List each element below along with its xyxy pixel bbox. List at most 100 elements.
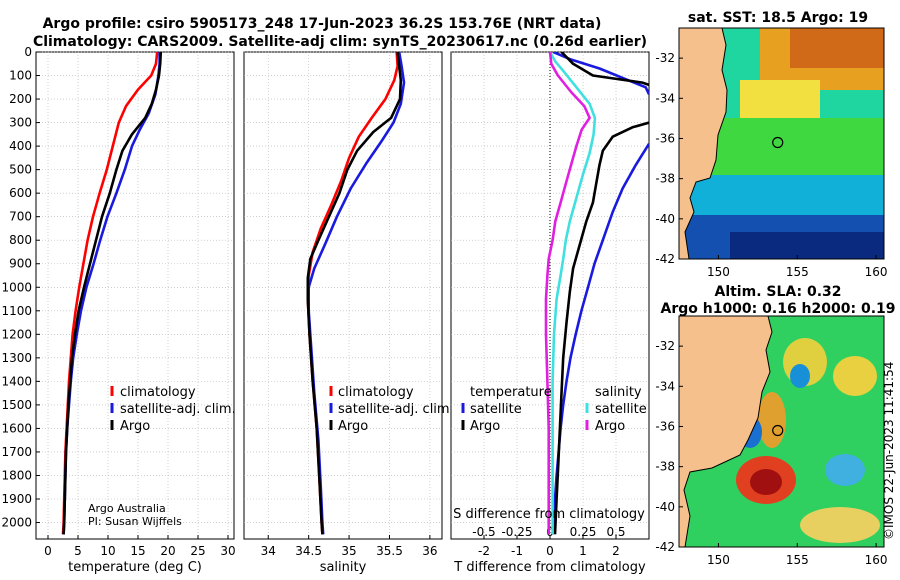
salinity-plot-area [243,51,443,540]
map-lat-label: -38 [655,460,675,474]
x-tick-label: 20 [160,544,175,558]
sst-map-frame [678,27,885,260]
map-lon-label: 160 [865,553,888,567]
series-line-argo [62,52,163,535]
legend-salinity-title: salinity [595,385,642,400]
legend-satellite: satellite-adj. clim. [120,402,236,417]
map-lat-label: -42 [655,540,675,554]
legend-argo: Argo [120,419,150,434]
depth-tick-label: 500 [9,163,32,177]
depth-tick-label: 800 [9,233,32,247]
series-line-temperature-argo [560,52,649,87]
sst-green-band [700,118,884,178]
map-lon-label: 150 [707,553,730,567]
depth-tick-label: 1400 [1,374,32,388]
sst-land [679,28,728,259]
s-diff-tick-label: 0.5 [606,525,625,539]
depth-tick-label: 700 [9,210,32,224]
depth-tick-label: 2000 [1,516,32,530]
difference-series [544,52,649,535]
legend-argo: Argo [338,419,368,434]
sst-map-ticks: 150 155 160 -32 -34 -36 -38 -40 -42 [655,51,887,279]
s-diff-tick-label: -0.5 [472,525,495,539]
x-tick-label: 34.5 [295,544,322,558]
sla-land [679,316,773,547]
s-diff-tick-label: 0.25 [570,525,597,539]
legend-temperature-title: temperature [470,385,552,400]
sst-cold-patch [730,232,884,259]
map-lat-label: -36 [655,131,675,145]
depth-tick-label: 400 [9,139,32,153]
temperature-plot-area [35,51,235,540]
sst-argo-marker [772,136,784,149]
difference-grid [451,51,649,539]
sla-field [679,316,884,547]
sla-blue-eddy [790,364,810,388]
salinity-x-label: salinity [320,560,367,575]
s-difference-x-label: S difference from climatology [453,507,645,522]
series-line-salinity-argo [544,52,591,535]
depth-tick-label: 300 [9,116,32,130]
depth-tick-labels: 0 100 200 300 400 500 600 700 800 900 1000 1100 1200… [1,45,40,530]
temperature-series [61,52,163,535]
map-lon-label: 155 [786,265,809,279]
map-lat-label: -42 [655,252,675,266]
map-lat-label: -32 [655,339,675,353]
temperature-x-label: temperature (deg C) [68,560,202,575]
sla-map-frame [678,315,885,548]
depth-tick-label: 1100 [1,304,32,318]
difference-panel: -2 -1 0 1 2 -0.5 -0.25 0 0.25 0.5 T difference f… [450,51,650,575]
depth-tick-label: 1700 [1,445,32,459]
figure-title-line2: Climatology: CARS2009. Satellite-adj cli… [33,34,647,50]
legend-s-argo: Argo [595,419,625,434]
s-diff-tick-label: -0.25 [501,525,532,539]
salinity-series [306,52,406,535]
sla-map-title: Altim. SLA: 0.32 [714,284,841,300]
x-tick-label: 30 [220,544,235,558]
x-tick-label: 15 [130,544,145,558]
x-tick-label: 35.5 [376,544,403,558]
x-tick-label: 5 [74,544,82,558]
imos-watermark: ©IMOS 22-Jun-2023 11:41:54 [882,362,896,540]
map-lat-label: -36 [655,419,675,433]
x-tick-label: -2 [478,544,490,558]
sst-yellow-patch [740,80,820,125]
x-tick-label: 0 [44,544,52,558]
figure-title-line1: Argo profile: csiro 5905173_248 17-Jun-2… [43,16,602,32]
depth-tick-label: 900 [9,257,32,271]
credit-line1: Argo Australia [88,502,166,515]
sst-map-title: sat. SST: 18.5 Argo: 19 [688,10,868,26]
depth-tick-label: 1300 [1,351,32,365]
depth-tick-label: 1800 [1,468,32,482]
sla-map-subtitle: Argo h1000: 0.16 h2000: 0.19 [660,301,895,317]
x-tick-label: 10 [100,544,115,558]
x-tick-label: 1 [579,544,587,558]
x-tick-label: 35 [341,544,356,558]
map-lat-label: -38 [655,172,675,186]
series-line-argo [306,52,403,535]
depth-tick-label: 1900 [1,492,32,506]
map-lon-label: 155 [786,553,809,567]
temperature-grid [36,51,234,539]
legend-satellite: satellite-adj. clim. [338,402,454,417]
map-lat-label: -40 [655,212,675,226]
x-tick-label: 36 [422,544,437,558]
sla-yellow-eddy-east [833,356,877,396]
series-line-temperature-argo-deep [553,121,649,535]
depth-tick-label: 100 [9,69,32,83]
sla-dark-red-core [750,469,782,495]
legend-s-satellite: satellite [595,402,647,417]
depth-tick-label: 1000 [1,280,32,294]
x-tick-label: 25 [190,544,205,558]
s-difference-x-ticks: -0.5 -0.25 0 0.25 0.5 [472,525,625,539]
legend-climatology: climatology [338,385,414,400]
difference-legend: temperature satellite Argo salinity sate… [461,385,647,434]
temperature-legend: climatology satellite-adj. clim. Argo [110,385,236,434]
depth-tick-label: 600 [9,186,32,200]
series-line-salinity-satellite [548,52,597,535]
sst-map: sat. SST: 18.5 Argo: 19 150 155 160 -32 -34 -… [655,10,887,279]
map-lat-label: -40 [655,500,675,514]
series-line-temperature-satellite [552,52,649,95]
t-difference-x-label: T difference from climatology [453,560,646,575]
